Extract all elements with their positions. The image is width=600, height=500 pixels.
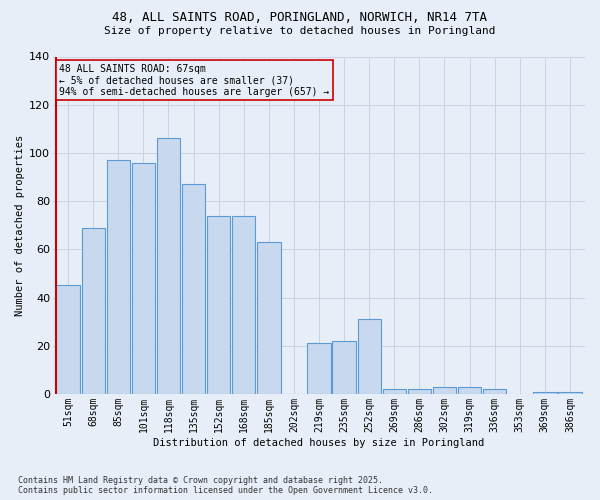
Bar (56, 286, 80, 394)
Bar (458, 386, 481, 394)
Bar (383, 389, 406, 394)
Bar (107, 160, 130, 394)
Bar (533, 392, 557, 394)
Bar (358, 319, 381, 394)
Bar (332, 341, 356, 394)
Bar (307, 344, 331, 394)
Bar (483, 389, 506, 394)
Bar (558, 392, 581, 394)
Bar (82, 228, 105, 394)
Bar (132, 162, 155, 394)
Bar (257, 242, 281, 394)
Text: Contains HM Land Registry data © Crown copyright and database right 2025.
Contai: Contains HM Land Registry data © Crown c… (18, 476, 433, 495)
Bar (232, 216, 256, 394)
Text: Size of property relative to detached houses in Poringland: Size of property relative to detached ho… (104, 26, 496, 36)
Bar (408, 389, 431, 394)
Y-axis label: Number of detached properties: Number of detached properties (15, 134, 25, 316)
Bar (207, 216, 230, 394)
X-axis label: Distribution of detached houses by size in Poringland: Distribution of detached houses by size … (154, 438, 485, 448)
Bar (433, 386, 456, 394)
Text: 48, ALL SAINTS ROAD, PORINGLAND, NORWICH, NR14 7TA: 48, ALL SAINTS ROAD, PORINGLAND, NORWICH… (113, 11, 487, 24)
Bar (182, 184, 205, 394)
Bar (157, 138, 180, 394)
Text: 48 ALL SAINTS ROAD: 67sqm
← 5% of detached houses are smaller (37)
94% of semi-d: 48 ALL SAINTS ROAD: 67sqm ← 5% of detach… (59, 64, 329, 97)
